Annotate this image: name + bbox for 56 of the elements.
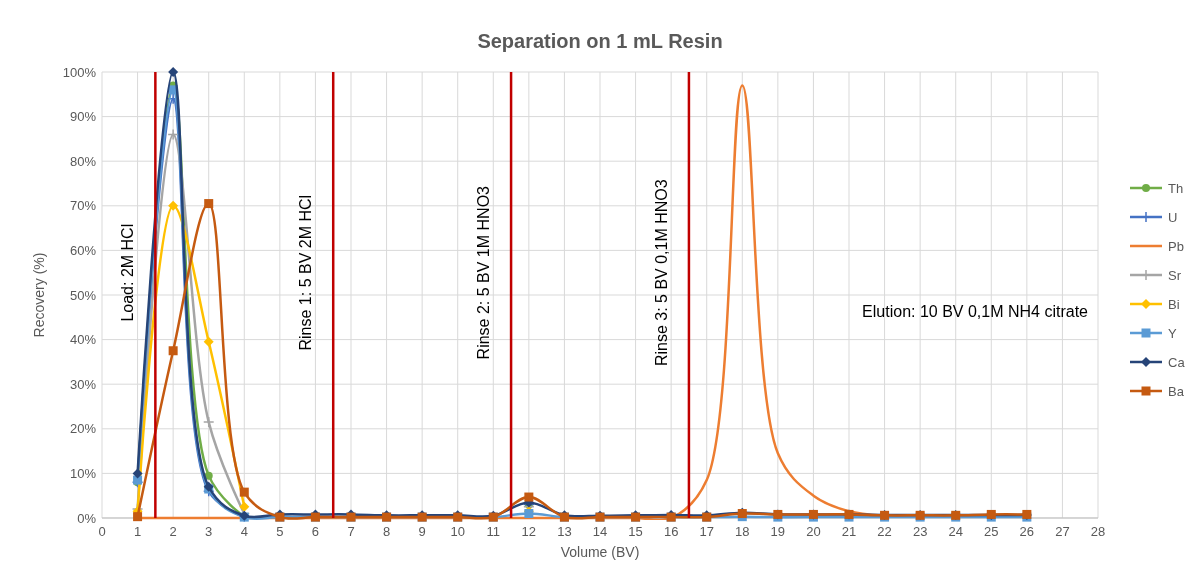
x-tick-label: 23 [912, 524, 928, 539]
y-tick-label: 30% [69, 376, 97, 392]
legend-label: Ca [1168, 354, 1186, 370]
x-tick-label: 9 [418, 524, 426, 539]
x-tick-label: 21 [841, 524, 857, 539]
y-tick-label: 90% [69, 109, 97, 125]
annotation: Rinse 2: 5 BV 1M HNO3 [475, 185, 493, 360]
chart-title: Separation on 1 mL Resin [477, 30, 723, 52]
x-tick-label: 1 [133, 524, 142, 539]
x-tick-label: 10 [450, 524, 465, 539]
y-tick-label: 60% [69, 242, 97, 258]
x-tick-label: 17 [699, 524, 714, 539]
x-tick-label: 14 [592, 524, 608, 539]
x-tick-label: 25 [984, 524, 999, 539]
x-tick-label: 15 [628, 524, 643, 539]
x-tick-label: 13 [557, 524, 572, 539]
legend-label: Ba [1168, 383, 1185, 399]
annotation: Load: 2M HCl [119, 223, 137, 322]
y-tick-label: 80% [69, 153, 97, 169]
x-tick-label: 27 [1055, 524, 1070, 539]
x-tick-label: 26 [1019, 524, 1035, 539]
x-tick-label: 7 [347, 524, 355, 539]
x-tick-label: 18 [735, 524, 750, 539]
x-tick-label: 2 [169, 524, 177, 539]
y-tick-label: 100% [62, 64, 97, 80]
legend-label: U [1168, 209, 1178, 225]
x-tick-label: 19 [770, 524, 786, 539]
y-axis-title: Recovery (%) [31, 252, 47, 338]
legend-label: Sr [1168, 267, 1182, 283]
y-tick-label: 50% [69, 287, 97, 303]
y-tick-label: 0% [77, 510, 97, 526]
y-tick-label: 10% [69, 465, 97, 481]
legend-label: Bi [1168, 296, 1180, 312]
x-tick-label: 3 [205, 524, 213, 539]
x-tick-label: 6 [311, 524, 320, 539]
x-tick-label: 5 [276, 524, 284, 539]
x-tick-label: 16 [663, 524, 679, 539]
annotation: Rinse 3: 5 BV 0,1M HNO3 [652, 179, 670, 367]
x-tick-label: 8 [382, 524, 391, 539]
x-tick-label: 0 [98, 524, 106, 539]
x-tick-label: 11 [486, 524, 501, 539]
legend-label: Y [1168, 325, 1177, 341]
x-axis-title: Volume (BV) [560, 544, 640, 560]
legend-label: Th [1168, 180, 1184, 196]
y-tick-label: 20% [69, 421, 97, 437]
x-tick-label: 20 [806, 524, 821, 539]
x-tick-label: 24 [948, 524, 963, 539]
x-tick-label: 12 [521, 524, 537, 539]
x-tick-label: 28 [1090, 524, 1106, 539]
legend-label: Pb [1168, 238, 1184, 254]
y-tick-label: 40% [69, 332, 97, 348]
annotation: Elution: 10 BV 0,1M NH4 citrate [862, 303, 1089, 321]
y-tick-label: 70% [69, 198, 97, 214]
x-tick-label: 22 [877, 524, 892, 539]
x-tick-label: 4 [240, 524, 248, 539]
annotation: Rinse 1: 5 BV 2M HCl [297, 194, 315, 351]
